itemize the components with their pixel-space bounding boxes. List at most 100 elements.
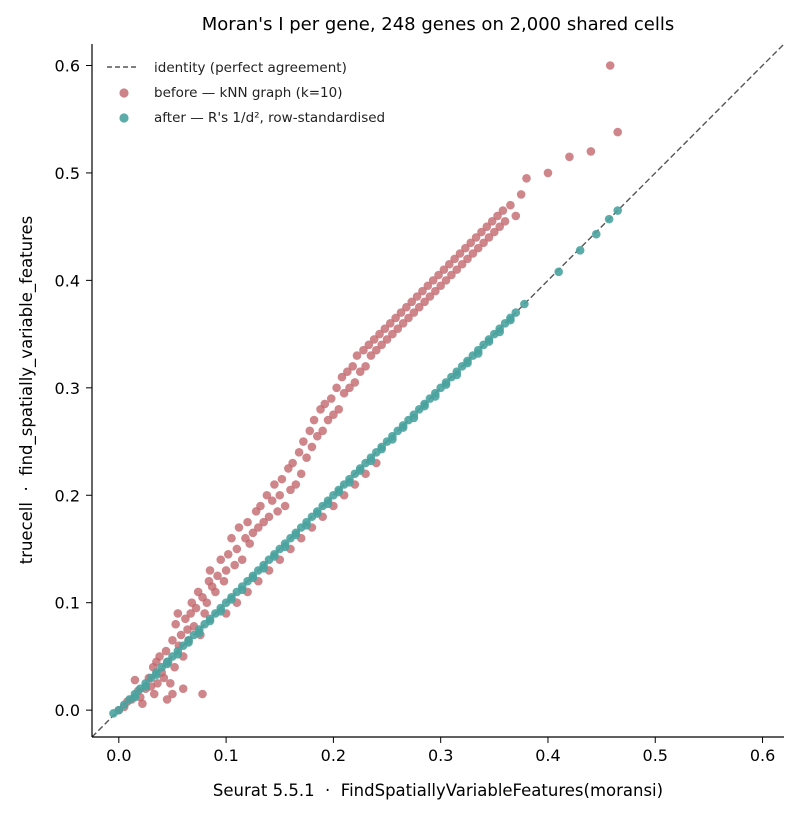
y-tick-label: 0.2 [55,486,80,505]
data-point [377,444,386,454]
data-point [490,227,499,237]
data-point [294,447,304,457]
data-point [361,362,370,371]
x-tick-label: 0.5 [643,746,668,765]
x-tick-label: 0.1 [213,746,238,765]
data-point [162,659,172,669]
data-point [484,337,494,346]
data-point [173,609,183,618]
data-point [302,521,311,530]
data-point [318,426,327,436]
data-point [604,214,614,224]
data-point [332,383,341,393]
data-point [183,625,192,634]
data-point [237,555,247,565]
series-after [109,206,623,718]
data-point [323,499,333,509]
data-point [248,528,258,538]
data-point [471,233,481,242]
data-point [253,523,263,532]
y-tick-label: 0.3 [55,379,80,398]
data-point [205,566,215,575]
x-tick-label: 0.3 [428,746,453,765]
data-point [186,609,195,618]
data-point [388,329,397,339]
data-point [355,466,365,475]
data-point [299,437,308,446]
data-point [200,609,209,618]
data-point [237,585,247,595]
data-point [223,550,233,559]
data-point [216,606,226,616]
data-point [452,265,462,274]
data-point [211,587,220,597]
data-point [234,523,244,532]
data-point [288,458,297,468]
data-point [280,542,290,552]
plot-area [91,43,785,738]
data-point [313,431,322,441]
data-point [307,442,317,452]
series-before [114,61,623,715]
data-point [173,649,183,659]
data-point [396,308,406,317]
data-point [345,478,354,487]
data-point [152,670,161,679]
data-point [500,216,510,226]
data-point [270,552,279,561]
legend-before-label: before — kNN graph (k=10) [154,85,343,101]
data-point [159,673,169,683]
data-point [161,646,171,656]
data-point [565,152,574,162]
data-point [404,313,413,323]
data-point [130,675,140,685]
data-point [170,662,179,672]
data-point [291,530,301,540]
data-point [221,566,231,575]
chart-title: Moran's I per gene, 248 genes on 2,000 s… [202,14,674,35]
data-point [613,206,623,215]
data-point [493,211,502,221]
data-point [280,501,290,511]
data-point [498,206,508,215]
data-point [412,292,422,301]
data-point [407,297,417,307]
data-point [366,456,376,466]
data-point [355,367,365,377]
data-point [372,345,381,355]
data-point [506,200,515,210]
data-point [141,682,150,691]
data-point [153,678,162,688]
data-point [441,380,451,389]
data-point [522,174,531,183]
data-point [377,340,386,350]
data-point [463,254,472,264]
data-point [520,299,529,309]
data-point [586,147,596,156]
y-axis-title: truecell · find_spatially_variable_featu… [17,216,37,565]
data-point [444,259,454,269]
data-point [262,490,272,500]
y-tick-label: 0.0 [55,701,80,720]
data-point [202,598,212,607]
data-point [114,705,124,715]
data-point [309,415,319,425]
x-tick-label: 0.4 [535,746,560,765]
data-point [473,243,483,253]
data-point [166,678,175,688]
x-axis-ticks: 0.0 0.1 0.2 0.3 0.4 0.5 0.6 [106,737,775,765]
data-point [267,496,277,505]
data-point [402,302,411,312]
data-point [216,555,226,565]
data-point [436,281,445,291]
y-tick-label: 0.6 [55,56,80,75]
data-point [245,539,255,548]
y-tick-label: 0.5 [55,164,80,183]
data-point [484,233,494,242]
data-point [348,362,358,371]
data-point [296,469,306,479]
data-point [425,292,435,301]
data-point [130,692,140,702]
data-point [431,392,440,401]
data-point [393,324,403,334]
